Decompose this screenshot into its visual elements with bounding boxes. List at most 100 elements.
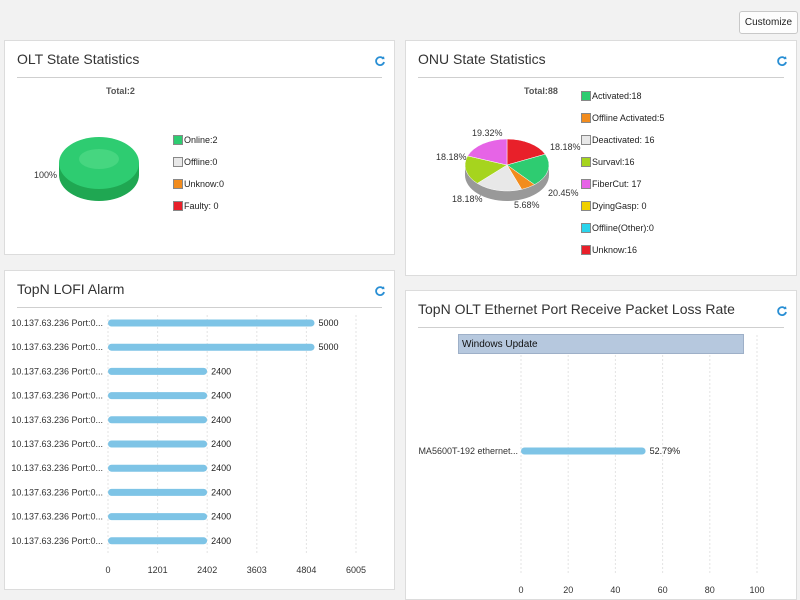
onu-legend-item[interactable]: DyingGasp: 0 xyxy=(581,201,647,211)
olt-legend-item[interactable]: Faulty: 0 xyxy=(173,201,219,211)
windows-update-notification[interactable]: Windows Update xyxy=(458,334,744,354)
bar-value-label: 5000 xyxy=(318,318,338,328)
legend-swatch xyxy=(581,245,591,255)
bar-value-label: 2400 xyxy=(211,415,231,425)
onu-legend-item[interactable]: Activated:18 xyxy=(581,91,642,101)
bar-value-label: 2400 xyxy=(211,463,231,473)
category-label: 10.137.63.236 Port:0... xyxy=(11,512,103,522)
x-tick-label: 1201 xyxy=(148,565,168,575)
legend-swatch xyxy=(173,201,183,211)
onu-legend-item[interactable]: Offline Activated:5 xyxy=(581,113,664,123)
legend-swatch xyxy=(173,135,183,145)
x-tick-label: 4804 xyxy=(296,565,316,575)
bar xyxy=(108,464,208,472)
x-tick-label: 100 xyxy=(749,585,764,595)
category-label: 10.137.63.236 Port:0... xyxy=(11,342,103,352)
legend-label: Faulty: 0 xyxy=(184,201,219,211)
onu-pie-slice xyxy=(506,138,546,166)
onu-pie-label: 20.45% xyxy=(548,188,579,198)
legend-label: FiberCut: 17 xyxy=(592,179,642,189)
legend-swatch xyxy=(581,113,591,123)
customize-button[interactable]: Customize xyxy=(739,11,798,34)
onu-legend-item[interactable]: Deactivated: 16 xyxy=(581,135,655,145)
x-tick-label: 40 xyxy=(610,585,620,595)
legend-swatch xyxy=(581,91,591,101)
panel-divider xyxy=(418,77,784,78)
onu-pie-label: 19.32% xyxy=(472,128,503,138)
legend-label: DyingGasp: 0 xyxy=(592,201,647,211)
legend-label: Offline(Other):0 xyxy=(592,223,654,233)
bar xyxy=(108,319,315,327)
lofi-alarm-panel: TopN LOFI Alarm 0 1201 2402 3603 4804 6005 10.… xyxy=(4,270,395,590)
onu-pie-label: 5.68% xyxy=(514,200,540,210)
category-label: 10.137.63.236 Port:0... xyxy=(11,463,103,473)
bar-value-label: 2400 xyxy=(211,439,231,449)
bar-value-label: 2400 xyxy=(211,536,231,546)
refresh-icon[interactable] xyxy=(776,305,788,317)
packet-loss-bar-chart: 0 20 40 60 80 100 MA5600T-192 ethernet... 52.79… xyxy=(418,335,765,595)
lofi-panel-title: TopN LOFI Alarm xyxy=(17,281,125,297)
onu-pie-label: 18.18% xyxy=(550,142,581,152)
refresh-icon[interactable] xyxy=(374,55,386,67)
bar-value-label: 5000 xyxy=(318,342,338,352)
legend-label: Activated:18 xyxy=(592,91,642,101)
lofi-bar-chart: 0 1201 2402 3603 4804 6005 10.137.63.236 Port:… xyxy=(11,315,366,575)
x-tick-label: 0 xyxy=(105,565,110,575)
onu-legend-item[interactable]: Offline(Other):0 xyxy=(581,223,654,233)
onu-legend-item[interactable]: Survavl:16 xyxy=(581,157,635,167)
bar-value-label: 2400 xyxy=(211,391,231,401)
category-label: 10.137.63.236 Port:0... xyxy=(11,487,103,497)
packet-loss-panel-title: TopN OLT Ethernet Port Receive Packet Lo… xyxy=(418,301,735,317)
legend-label: Unknow:0 xyxy=(184,179,225,189)
bar xyxy=(108,343,315,351)
onu-state-panel: ONU State Statistics Total:88 19.32% 18.… xyxy=(405,40,797,276)
onu-legend-item[interactable]: FiberCut: 17 xyxy=(581,179,642,189)
bar xyxy=(108,440,208,448)
legend-swatch xyxy=(581,223,591,233)
bar-value-label: 52.79% xyxy=(650,446,681,456)
legend-label: Offline Activated:5 xyxy=(592,113,665,123)
onu-legend-item[interactable]: Unknow:16 xyxy=(581,245,637,255)
panel-divider xyxy=(17,77,382,78)
bar xyxy=(108,367,208,375)
category-label: 10.137.63.236 Port:0... xyxy=(11,366,103,376)
category-label: 10.137.63.236 Port:0... xyxy=(11,391,103,401)
legend-swatch xyxy=(581,135,591,145)
legend-swatch xyxy=(173,179,183,189)
legend-swatch xyxy=(581,157,591,167)
olt-legend-item[interactable]: Offline:0 xyxy=(173,157,217,167)
onu-total-label: Total:88 xyxy=(524,86,558,96)
bar xyxy=(108,416,208,424)
x-tick-label: 0 xyxy=(518,585,523,595)
category-label: 10.137.63.236 Port:0... xyxy=(11,536,103,546)
onu-pie-slice xyxy=(476,164,523,192)
legend-swatch xyxy=(581,201,591,211)
legend-swatch xyxy=(581,179,591,189)
refresh-icon[interactable] xyxy=(776,55,788,67)
onu-pie-slice xyxy=(467,138,508,166)
legend-label: Online:2 xyxy=(184,135,218,145)
legend-label: Unknow:16 xyxy=(592,245,638,255)
legend-label: Deactivated: 16 xyxy=(592,135,655,145)
x-tick-label: 60 xyxy=(658,585,668,595)
olt-panel-title: OLT State Statistics xyxy=(17,51,140,67)
x-tick-label: 20 xyxy=(563,585,573,595)
onu-pie-slice xyxy=(506,153,550,185)
olt-pie-chart xyxy=(59,137,139,201)
onu-pie-chart xyxy=(464,138,550,201)
bar xyxy=(521,447,646,455)
olt-state-panel: OLT State Statistics Total:2 100% Online… xyxy=(4,40,395,255)
category-label: 10.137.63.236 Port:0... xyxy=(11,318,103,328)
bar-value-label: 2400 xyxy=(211,512,231,522)
olt-legend-item[interactable]: Online:2 xyxy=(173,135,218,145)
onu-pie-label: 18.18% xyxy=(436,152,467,162)
bar xyxy=(108,537,208,545)
onu-panel-title: ONU State Statistics xyxy=(418,51,546,67)
bar xyxy=(108,488,208,496)
x-tick-label: 80 xyxy=(705,585,715,595)
refresh-icon[interactable] xyxy=(374,285,386,297)
category-label: MA5600T-192 ethernet... xyxy=(418,446,518,456)
panel-divider xyxy=(418,327,784,328)
olt-legend-item[interactable]: Unknow:0 xyxy=(173,179,224,189)
x-tick-label: 3603 xyxy=(247,565,267,575)
